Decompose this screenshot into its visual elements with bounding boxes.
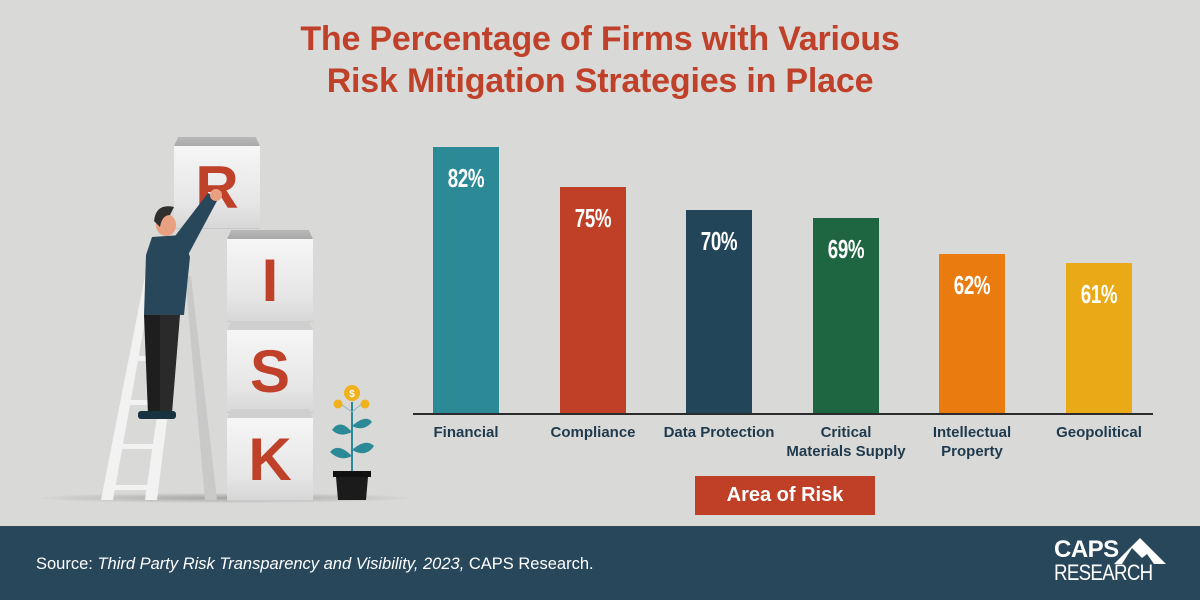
block-s: S <box>227 321 313 413</box>
businessman-icon <box>138 189 222 419</box>
bar-critical-materials-supply: 69% <box>813 218 879 414</box>
category-label-compliance: Compliance <box>513 423 673 442</box>
bar-data-protection: 70% <box>686 210 752 414</box>
category-label-text: Property <box>941 443 1003 460</box>
ground-shadow <box>40 493 410 503</box>
block-r: R <box>174 137 260 229</box>
logo-caps-text: CAPS <box>1054 536 1119 563</box>
x-axis-title: Area of Risk <box>695 476 875 515</box>
block-letter: I <box>261 247 279 314</box>
chart-title-line-1: The Percentage of Firms with Various <box>300 20 900 58</box>
bar-chart: 82% 75% 70% 69% 62% 61% Financial Compli… <box>386 147 1179 515</box>
chart-title: The Percentage of Firms with Various Ris… <box>0 18 1200 102</box>
block-face <box>227 330 313 413</box>
bar-value-label: 69% <box>827 234 865 264</box>
category-label-text: Critical <box>820 424 872 441</box>
bar-financial: 82% <box>433 147 499 414</box>
bar-value-label: 61% <box>1080 279 1118 309</box>
bar-value-label: 82% <box>447 163 485 193</box>
category-label-text: Compliance <box>550 424 636 441</box>
bar-value-label: 75% <box>574 203 612 233</box>
block-cap <box>227 321 313 330</box>
block-face <box>174 146 260 229</box>
block-letter: S <box>249 338 291 405</box>
category-label-text: Data Protection <box>663 424 775 441</box>
svg-text:$: $ <box>349 389 355 400</box>
x-axis-line <box>413 413 1153 415</box>
category-label-data-protection: Data Protection <box>639 423 799 442</box>
category-label-text: Intellectual <box>932 424 1012 441</box>
chart-title-line-2: Risk Mitigation Strategies in Place <box>326 62 874 100</box>
bar-geopolitical: 61% <box>1066 263 1132 414</box>
source-title: Third Party Risk Transparency and Visibi… <box>97 555 465 573</box>
block-cap <box>227 230 313 239</box>
category-label-text: Financial <box>433 424 499 441</box>
block-face <box>227 239 313 322</box>
category-label-geopolitical: Geopolitical <box>1019 423 1179 442</box>
risk-blocks-illustration: R I S K <box>0 0 420 526</box>
block-letter: K <box>248 426 292 493</box>
category-label-text: Geopolitical <box>1056 424 1142 441</box>
block-face <box>227 418 313 501</box>
category-label-intellectual-property: Intellectual Property <box>892 423 1052 461</box>
mountain-icon <box>1114 538 1166 564</box>
block-cap <box>174 137 260 146</box>
bar-value-label: 70% <box>700 226 738 256</box>
block-i: I <box>227 230 313 322</box>
category-label-critical-materials-supply: Critical Materials Supply <box>766 423 926 461</box>
caps-research-logo: CAPS RESEARCH <box>1054 537 1174 589</box>
source-suffix: CAPS Research. <box>464 555 594 573</box>
source-prefix: Source: <box>36 555 98 573</box>
source-citation: Source: Third Party Risk Transparency an… <box>36 555 594 574</box>
logo-research-text: RESEARCH <box>1054 560 1153 585</box>
footer-bar: Source: Third Party Risk Transparency an… <box>0 526 1200 600</box>
block-cap <box>227 409 313 418</box>
bar-compliance: 75% <box>560 187 626 414</box>
bar-value-label: 62% <box>953 270 991 300</box>
block-k: K <box>227 409 313 501</box>
money-plant-icon: $ <box>330 385 374 500</box>
category-label-financial: Financial <box>386 423 546 442</box>
bar-intellectual-property: 62% <box>939 254 1005 414</box>
category-label-text: Materials Supply <box>786 443 906 460</box>
